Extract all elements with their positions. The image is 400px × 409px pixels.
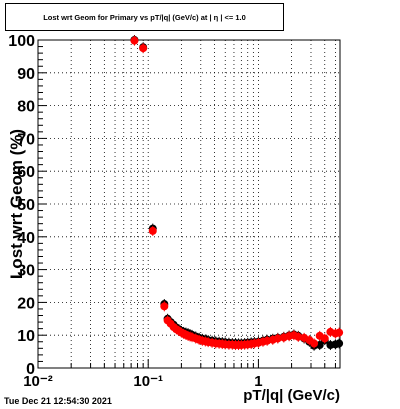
y-tick-label: 40 bbox=[17, 230, 35, 247]
y-tick-label: 30 bbox=[17, 263, 35, 280]
x-axis-label: pT/|q| (GeV/c) bbox=[243, 387, 340, 404]
data-point bbox=[310, 339, 319, 348]
y-tick-label: 90 bbox=[17, 66, 35, 83]
y-tick-label: 50 bbox=[17, 197, 35, 214]
data-point bbox=[160, 302, 169, 311]
y-tick-label: 80 bbox=[17, 99, 35, 116]
y-axis-label: Lost wrt Geom (%) bbox=[7, 129, 26, 279]
y-tick-label: 20 bbox=[17, 295, 35, 312]
data-point bbox=[273, 334, 282, 343]
plot-frame bbox=[37, 39, 341, 369]
y-tick-label: 10 bbox=[17, 328, 35, 345]
data-point bbox=[148, 226, 157, 235]
y-tick-label: 0 bbox=[26, 361, 35, 378]
chart-title: Lost wrt Geom for Primary vs pT/|q| (GeV… bbox=[43, 12, 246, 22]
axis-ticks bbox=[37, 39, 336, 369]
timestamp: Tue Dec 21 12:54:30 2021 bbox=[4, 396, 112, 406]
y-tick-label: 60 bbox=[17, 164, 35, 181]
y-tick-label: 100 bbox=[8, 33, 35, 50]
data-point bbox=[139, 44, 148, 53]
x-tick-label: 10⁻² bbox=[23, 373, 53, 390]
y-tick-label: 70 bbox=[17, 131, 35, 148]
data-point bbox=[335, 328, 344, 337]
data-points bbox=[130, 35, 344, 351]
x-tick-label: 1 bbox=[254, 373, 262, 390]
tick-labels: 0 10 20 30 40 50 60 70 80 90 100 10⁻² 10⁻¹ 1 bbox=[8, 33, 262, 390]
data-point bbox=[320, 334, 329, 343]
data-point bbox=[335, 339, 344, 348]
chart-title-box: Lost wrt Geom for Primary vs pT/|q| (GeV… bbox=[5, 3, 284, 31]
x-tick-label: 10⁻¹ bbox=[133, 373, 163, 390]
data-point bbox=[130, 36, 139, 45]
